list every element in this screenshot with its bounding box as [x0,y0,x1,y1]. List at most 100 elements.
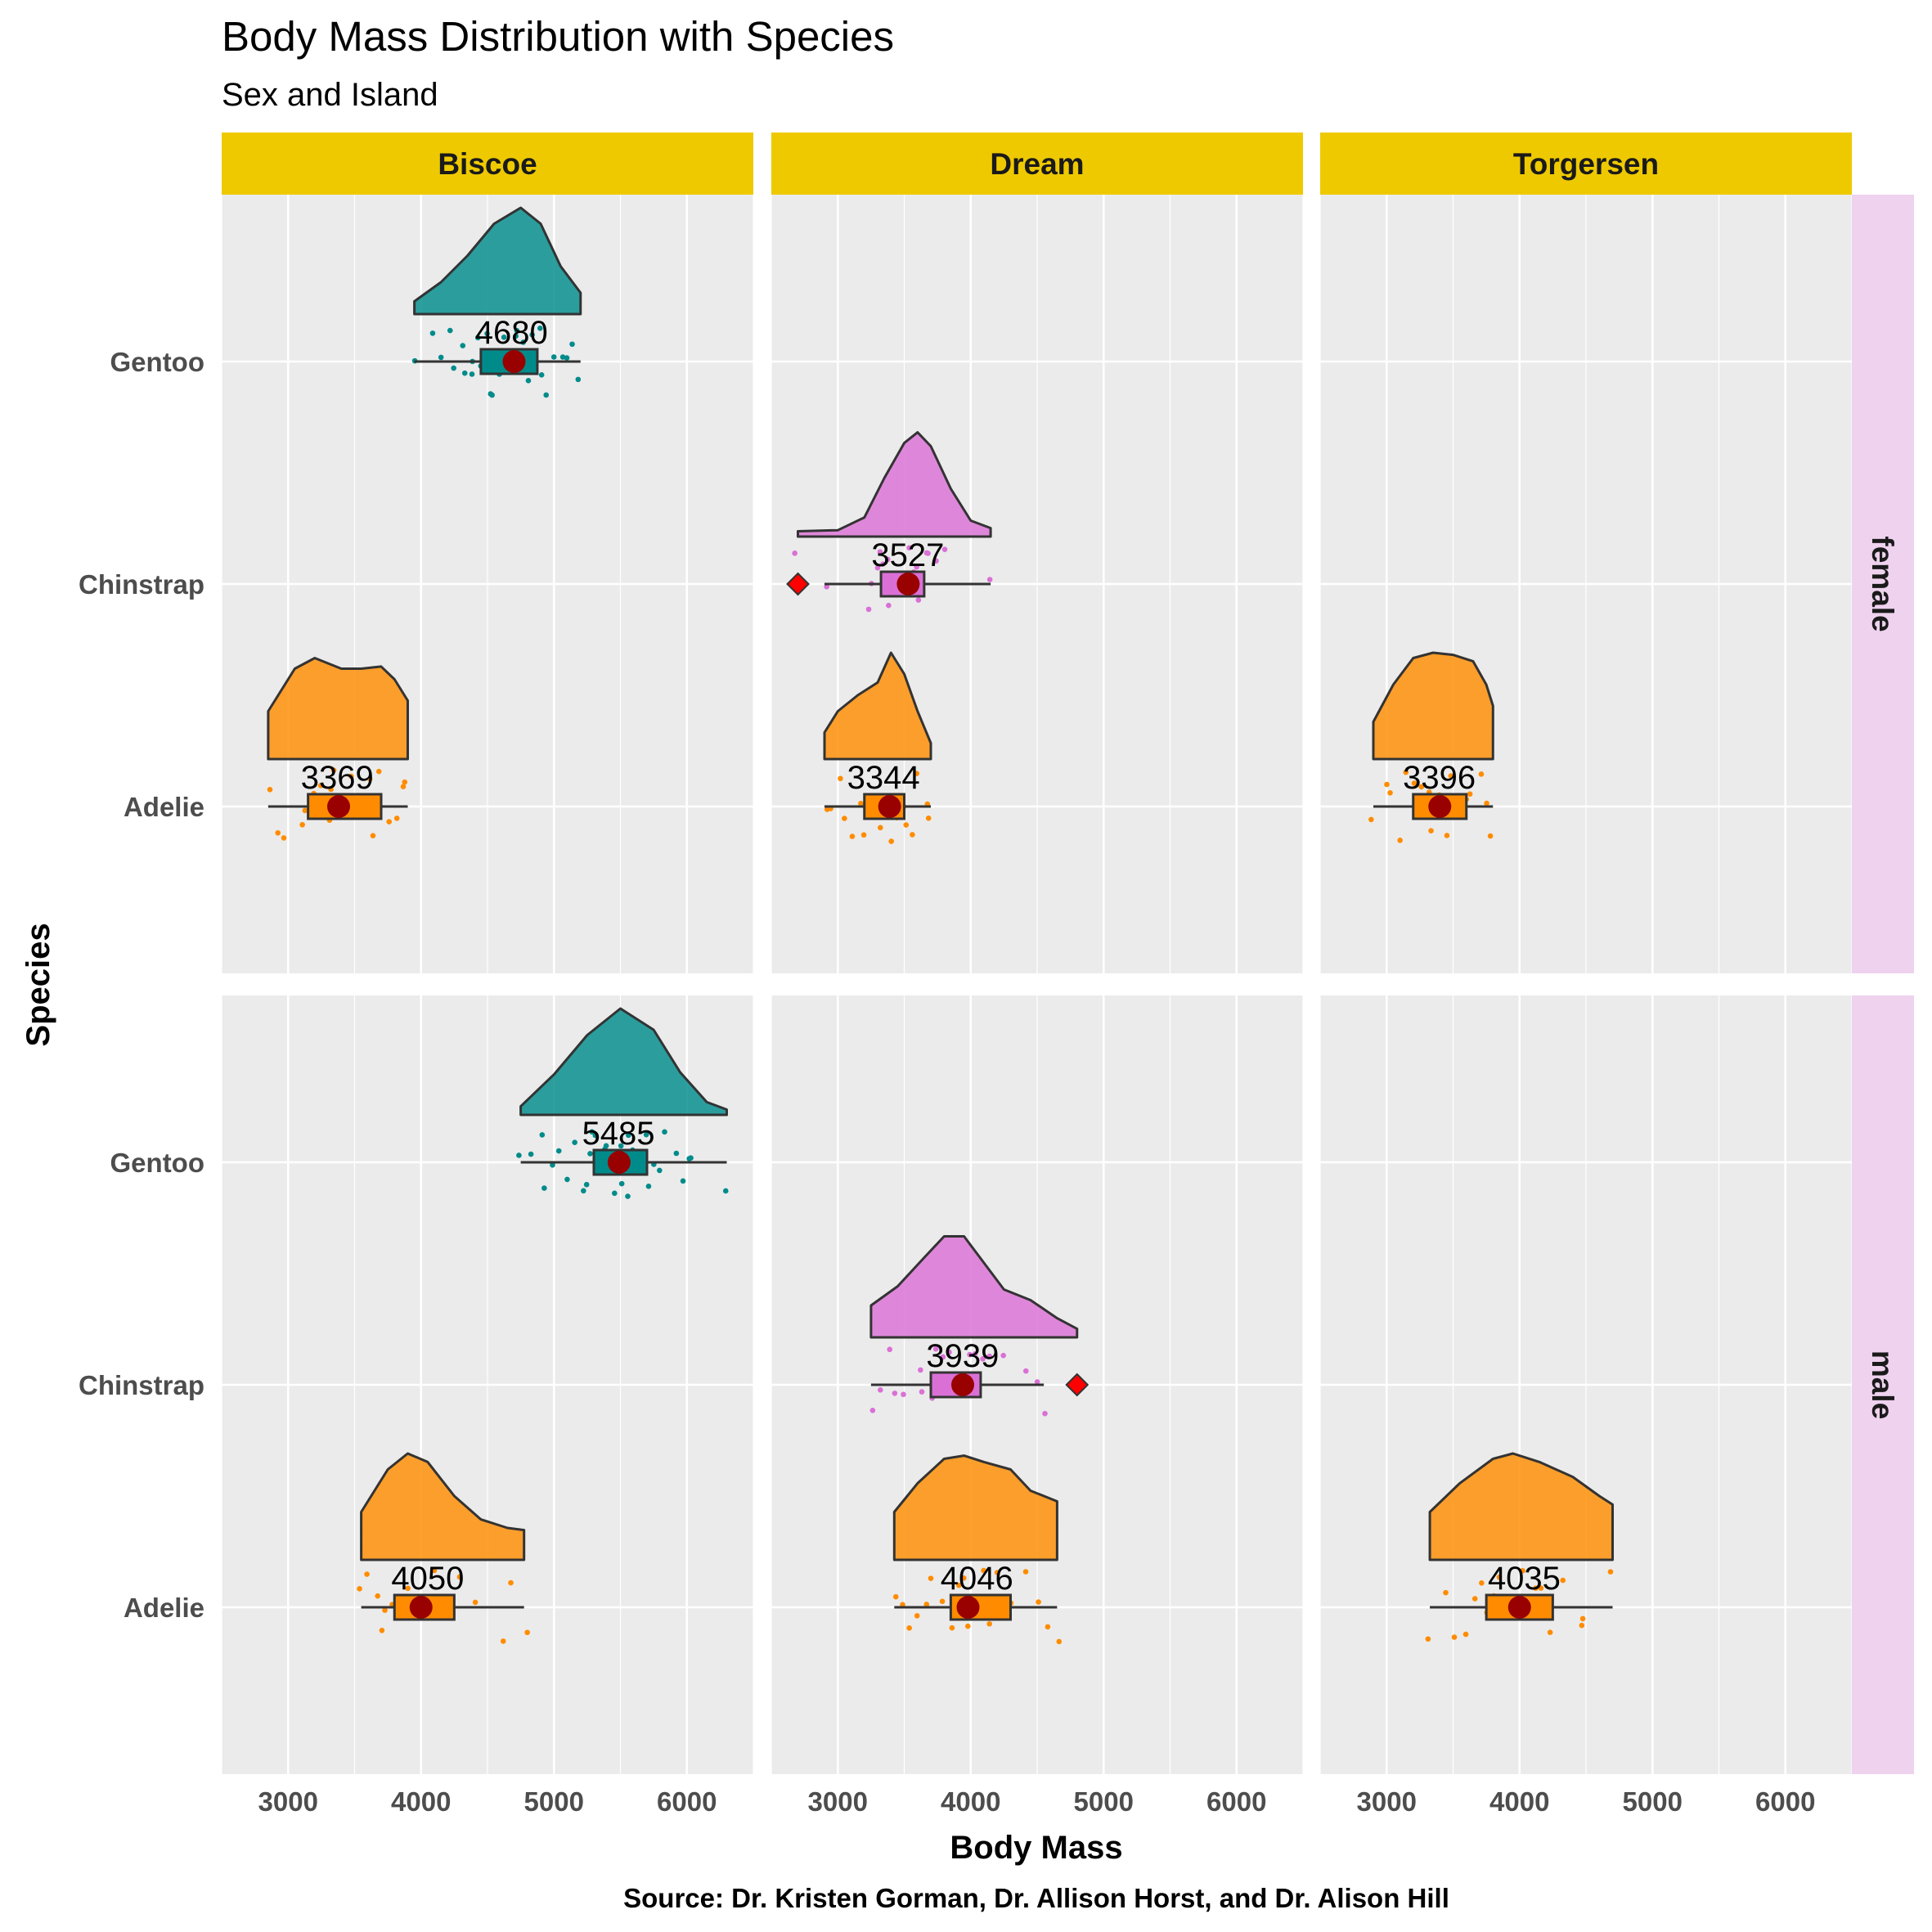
data-point [1444,833,1450,838]
data-point [842,815,847,821]
raincloud-adelie: 4035 [1425,1452,1614,1642]
data-point [375,768,382,775]
data-point [1036,1599,1041,1605]
median-label: 4680 [475,315,548,351]
data-point [528,1151,534,1157]
outlier-marker [786,572,810,596]
data-point [456,1574,463,1580]
column-strip-label: Dream [990,147,1084,181]
x-tick-label: 3000 [808,1786,868,1817]
median-label: 3939 [926,1338,999,1374]
data-point [1478,771,1485,777]
data-point [960,1575,967,1581]
data-point [1451,1634,1458,1640]
data-point [592,1132,599,1139]
data-point [1056,1638,1063,1645]
data-point [461,370,468,376]
mean-point [878,795,901,818]
density-half-violin [892,1454,1058,1561]
data-point [267,787,273,793]
data-point [865,606,872,613]
density-half-violin [1372,651,1494,761]
data-point [400,784,407,789]
data-point [1560,1577,1566,1584]
data-point [447,327,453,334]
row-strip-label: female [1866,536,1899,631]
raincloud-adelie: 3369 [267,657,409,841]
mean-point [409,1596,433,1619]
data-point [1533,1585,1539,1591]
column-strip [1320,133,1852,195]
density-half-violin [869,1235,1079,1339]
data-point [539,1132,546,1138]
outlier-marker [1065,1373,1090,1397]
data-point [543,392,550,398]
data-point [994,1570,1000,1575]
data-point [838,775,843,782]
panel-female-torgersen [1319,195,1853,973]
data-point [1042,1410,1048,1417]
mean-point [951,1373,974,1396]
data-point [516,1152,522,1158]
data-point [405,1585,411,1592]
data-point [874,564,881,571]
data-point [980,1355,986,1362]
data-point [657,1167,663,1174]
data-point [1387,790,1393,796]
median-label: 5485 [582,1116,655,1152]
data-point [925,550,931,556]
data-point [1579,1615,1586,1622]
raincloud-adelie: 3396 [1368,651,1494,843]
column-strip [771,133,1303,195]
median-label: 4046 [941,1561,1013,1597]
data-point [575,376,582,383]
x-tick-label: 4000 [1489,1786,1549,1817]
chart-caption: Source: Dr. Kristen Gorman, Dr. Allison … [623,1883,1449,1913]
mean-point [896,573,920,595]
panel-female-biscoe [221,195,754,973]
data-point [472,1599,479,1606]
data-point [933,558,939,564]
data-point [500,1638,506,1644]
data-point [393,815,400,821]
data-point [688,1155,694,1161]
data-point [1579,1622,1585,1629]
median-label: 3396 [1403,760,1476,796]
data-point [1034,1379,1040,1385]
data-point [1411,780,1418,786]
data-point [429,330,436,336]
data-point [643,1131,649,1138]
raincloud-adelie: 4046 [892,1454,1063,1645]
data-point [892,1593,899,1600]
data-point [860,832,867,838]
data-point [964,1623,971,1629]
data-point [370,833,376,838]
data-point [878,1387,883,1393]
data-point [1538,1585,1544,1591]
data-point [501,335,507,340]
data-point [589,1129,595,1135]
row-strip [1852,995,1914,1774]
data-point [520,339,526,345]
data-point [382,1607,388,1613]
data-point [792,550,798,556]
median-label: 3369 [301,760,374,796]
data-point [299,821,305,828]
data-point [328,786,334,793]
data-point [680,1178,686,1184]
data-point [901,1391,906,1398]
x-axis-title: Body Mass [950,1830,1122,1866]
y-tick-label: Adelie [124,792,204,822]
data-point [1484,800,1489,806]
data-point [402,779,408,785]
data-point [1403,769,1409,775]
data-point [918,1367,923,1373]
data-point [541,1185,547,1191]
raincloud-gentoo: 4680 [411,206,582,398]
data-point [887,1346,893,1353]
panel-male-biscoe [221,995,754,1774]
raincloud-adelie: 3344 [823,651,932,844]
data-point [1487,833,1494,839]
data-point [824,584,829,590]
